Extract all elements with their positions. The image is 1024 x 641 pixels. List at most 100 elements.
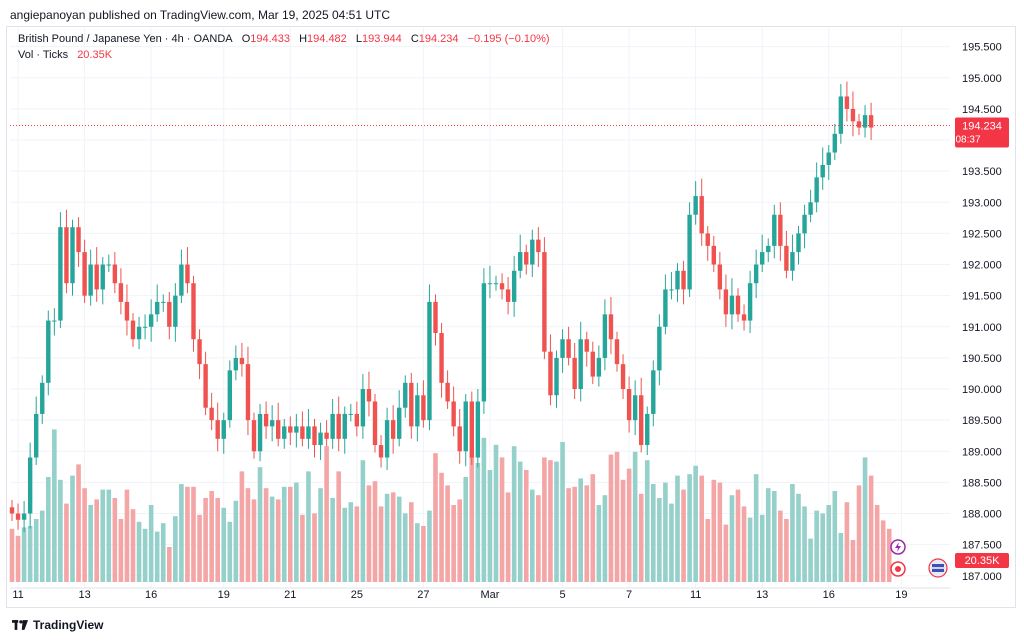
volume-bar (354, 506, 360, 582)
candle-body (802, 214, 807, 234)
y-tick-label: 187.500 (962, 540, 1002, 552)
y-tick-label: 188.500 (962, 477, 1002, 489)
candle-body (578, 339, 583, 390)
candle-body (288, 426, 293, 433)
candle-body (693, 196, 698, 215)
volume-bar (427, 510, 432, 582)
candle-body (239, 357, 245, 365)
volume-bar (475, 463, 481, 582)
candle-body (294, 426, 299, 433)
volume-value: 20.35K (77, 49, 113, 61)
volume-bar (638, 493, 644, 582)
candle-body (179, 264, 184, 296)
candle-body (203, 364, 208, 408)
candle-body (766, 245, 771, 253)
volume-bar (160, 523, 166, 582)
volume-bar (790, 484, 795, 582)
volume-bar (481, 437, 487, 582)
volume-bar (451, 505, 456, 582)
y-tick-label: 193.500 (962, 166, 1002, 178)
candle-body (15, 513, 21, 520)
volume-bar (536, 495, 541, 582)
volume-bar (729, 495, 735, 582)
candle-body (675, 270, 680, 290)
tradingview-footer[interactable]: TradingView (12, 618, 103, 632)
volume-bar (699, 475, 704, 582)
candle-body (251, 420, 257, 452)
volume-bar (862, 457, 868, 582)
candle-body (360, 389, 366, 427)
volume-title[interactable]: Vol · Ticks (18, 49, 69, 61)
candle-body (741, 314, 747, 321)
volume-bar (118, 519, 124, 582)
candle-body (717, 264, 723, 290)
candle-body (142, 326, 148, 328)
candle-body (505, 289, 511, 302)
candle-body (626, 389, 632, 421)
candle-body (378, 445, 384, 458)
volume-bar (572, 486, 577, 582)
volume-bar (765, 488, 771, 582)
candle-body (21, 513, 27, 520)
volume-bar (245, 488, 251, 582)
candle-body (651, 370, 656, 414)
volume-bar (814, 510, 819, 582)
volume-bar (130, 509, 136, 582)
volume-bar (100, 489, 106, 582)
candle-body (687, 214, 692, 290)
candle-body (699, 196, 704, 234)
candle-body (118, 283, 124, 302)
candle-body (27, 457, 33, 514)
volume-bar (251, 499, 257, 582)
volume-bar (723, 524, 729, 582)
candle-body (409, 382, 414, 427)
candle-body (227, 370, 232, 421)
volume-bar (124, 489, 130, 582)
candle-body (390, 420, 396, 439)
volume-bar (372, 481, 378, 582)
x-tick-label: 19 (218, 589, 230, 601)
volume-bar (874, 505, 880, 582)
candle-body (487, 283, 493, 285)
candle-body (850, 108, 856, 122)
candle-body (463, 401, 468, 452)
candle-body (427, 301, 432, 421)
candle-body (82, 252, 87, 296)
volume-bar (493, 444, 499, 582)
candle-body (40, 382, 45, 414)
volume-bar (209, 491, 214, 582)
candle-body (518, 252, 523, 271)
volume-bar (179, 484, 184, 582)
volume-bar (687, 474, 692, 582)
x-tick-label: 13 (756, 589, 768, 601)
candle-body (554, 357, 559, 396)
volume-bar (826, 505, 832, 582)
volume-tag-value: 20.35K (965, 555, 1001, 567)
candle-body (263, 413, 269, 427)
candle-body (330, 413, 335, 439)
volume-bar (15, 535, 21, 582)
volume-bar (844, 502, 850, 582)
candle-body (608, 314, 614, 340)
candle-body (209, 407, 214, 421)
candle-body (312, 426, 317, 446)
close-label: C (410, 33, 419, 45)
volume-bar (711, 479, 717, 582)
symbol-title[interactable]: British Pound / Japanese Yen · 4h · OAND… (18, 33, 233, 45)
volume-bar (511, 446, 517, 582)
x-tick-label: 25 (351, 589, 363, 601)
y-tick-label: 189.500 (962, 415, 1002, 427)
candle-body (269, 420, 275, 427)
candle-body (729, 295, 735, 315)
candle-body (155, 301, 160, 315)
candle-body (64, 227, 69, 284)
candle-body (70, 227, 75, 284)
candle-body (173, 295, 178, 327)
volume-bar (239, 471, 245, 582)
candle-body (669, 289, 674, 291)
candle-body (34, 413, 39, 458)
candle-body (530, 239, 535, 265)
target-dot (895, 566, 901, 572)
y-tick-label: 188.000 (962, 509, 1002, 521)
